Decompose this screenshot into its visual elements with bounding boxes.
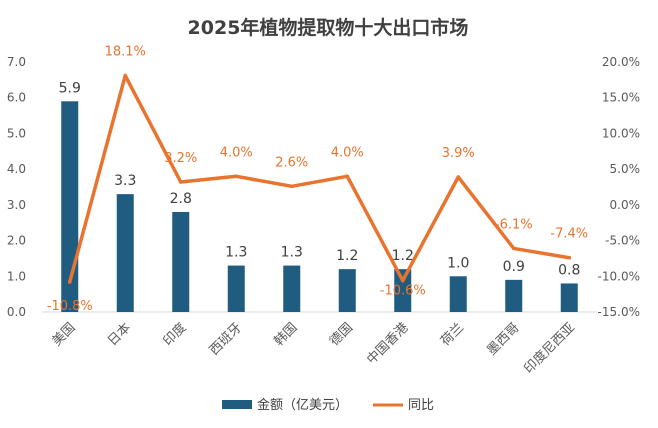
left-axis-tick-label: 4.0 [7,162,26,176]
chart-title: 2025年植物提取物十大出口市场 [188,16,469,39]
category-label: 西班牙 [207,320,245,358]
category-label: 墨西哥 [484,320,522,358]
left-axis-tick-label: 5.0 [7,126,26,140]
category-label: 美国 [50,320,79,349]
category-label: 韩国 [272,320,301,349]
left-axis-tick-label: 3.0 [7,198,26,212]
bar [338,269,356,312]
right-axis-tick-label: -15.0% [598,305,640,319]
right-axis: -15.0% -10.0% -5.0% 0.0% 5.0% 10.0% 15.0% 20.0% [598,55,640,319]
left-axis-tick-label: 2.0 [7,234,26,248]
line-point [345,174,350,179]
line-data-label: 2.6% [275,155,308,170]
category-label: 德国 [327,320,356,349]
bar [505,279,523,312]
left-axis-tick-label: 1.0 [7,269,26,283]
bar-data-label: 3.3 [114,173,136,189]
line-point [234,174,239,179]
line-data-labels: -10.8% 18.1% 3.2% 4.0% 2.6% 4.0% -10.6% 3.9% -6.… [47,45,588,314]
line-point [511,246,516,251]
category-label: 印度 [160,320,190,350]
line-point [289,184,294,189]
bar [283,265,301,312]
legend-bar-swatch [222,400,252,409]
line-point [67,280,72,284]
line-data-label: 18.1% [105,45,146,60]
legend-bar-label: 金额（亿美元） [257,397,348,413]
category-label: 印度尼西亚 [521,320,578,377]
line-point [178,180,183,184]
bar-data-label: 1.3 [225,245,247,261]
category-label: 日本 [105,320,134,349]
legend: 金额（亿美元） 同比 [222,397,434,413]
bar [449,276,467,312]
line-data-label: -7.4% [550,227,588,242]
line-data-label: 3.9% [442,146,475,161]
bar-data-label: 1.2 [392,248,414,264]
category-label: 荷兰 [438,320,467,349]
right-axis-tick-label: 15.0% [602,91,640,105]
line-data-label: -10.8% [47,299,93,314]
left-axis-tick-label: 7.0 [7,55,26,69]
bar-data-label: 1.2 [336,248,358,264]
bar-data-label: 0.8 [558,262,580,278]
legend-line-label: 同比 [408,398,434,413]
bar [560,283,578,312]
bar-data-label: 0.9 [503,259,525,275]
line-data-label: 4.0% [331,145,364,160]
bar-data-label: 1.0 [447,255,469,271]
line-data-label: -6.1% [495,217,533,232]
line-path [68,73,571,284]
line-series [67,73,572,284]
left-axis-tick-label: 0.0 [7,305,26,319]
right-axis-tick-label: -10.0% [598,269,640,283]
right-axis-tick-label: 20.0% [602,55,640,69]
bar [172,212,190,312]
right-axis-tick-label: 0.0% [610,198,641,212]
line-point [400,278,405,283]
bar [61,101,79,313]
line-point [567,255,572,260]
bar [394,269,412,312]
right-axis-tick-label: -5.0% [605,234,640,248]
bar [116,194,134,312]
bar-data-label: 2.8 [170,191,192,207]
bar-data-label: 5.9 [59,80,81,96]
line-data-label: 4.0% [220,145,253,160]
bar-series [61,101,578,313]
bar-data-label: 1.3 [281,245,303,261]
left-axis: 0.0 1.0 2.0 3.0 4.0 5.0 6.0 7.0 [7,55,26,319]
bar-data-labels: 5.9 3.3 2.8 1.3 1.3 1.2 1.2 1.0 0.9 0.8 [59,80,581,278]
bar [227,265,245,312]
line-data-label: -10.6% [380,284,426,299]
line-point [123,73,128,78]
left-axis-tick-label: 6.0 [7,91,26,105]
right-axis-tick-label: 10.0% [602,126,640,140]
category-label: 中国香港 [364,320,411,367]
right-axis-tick-label: 5.0% [610,162,641,176]
line-data-label: 3.2% [164,151,197,166]
line-point [456,175,461,179]
